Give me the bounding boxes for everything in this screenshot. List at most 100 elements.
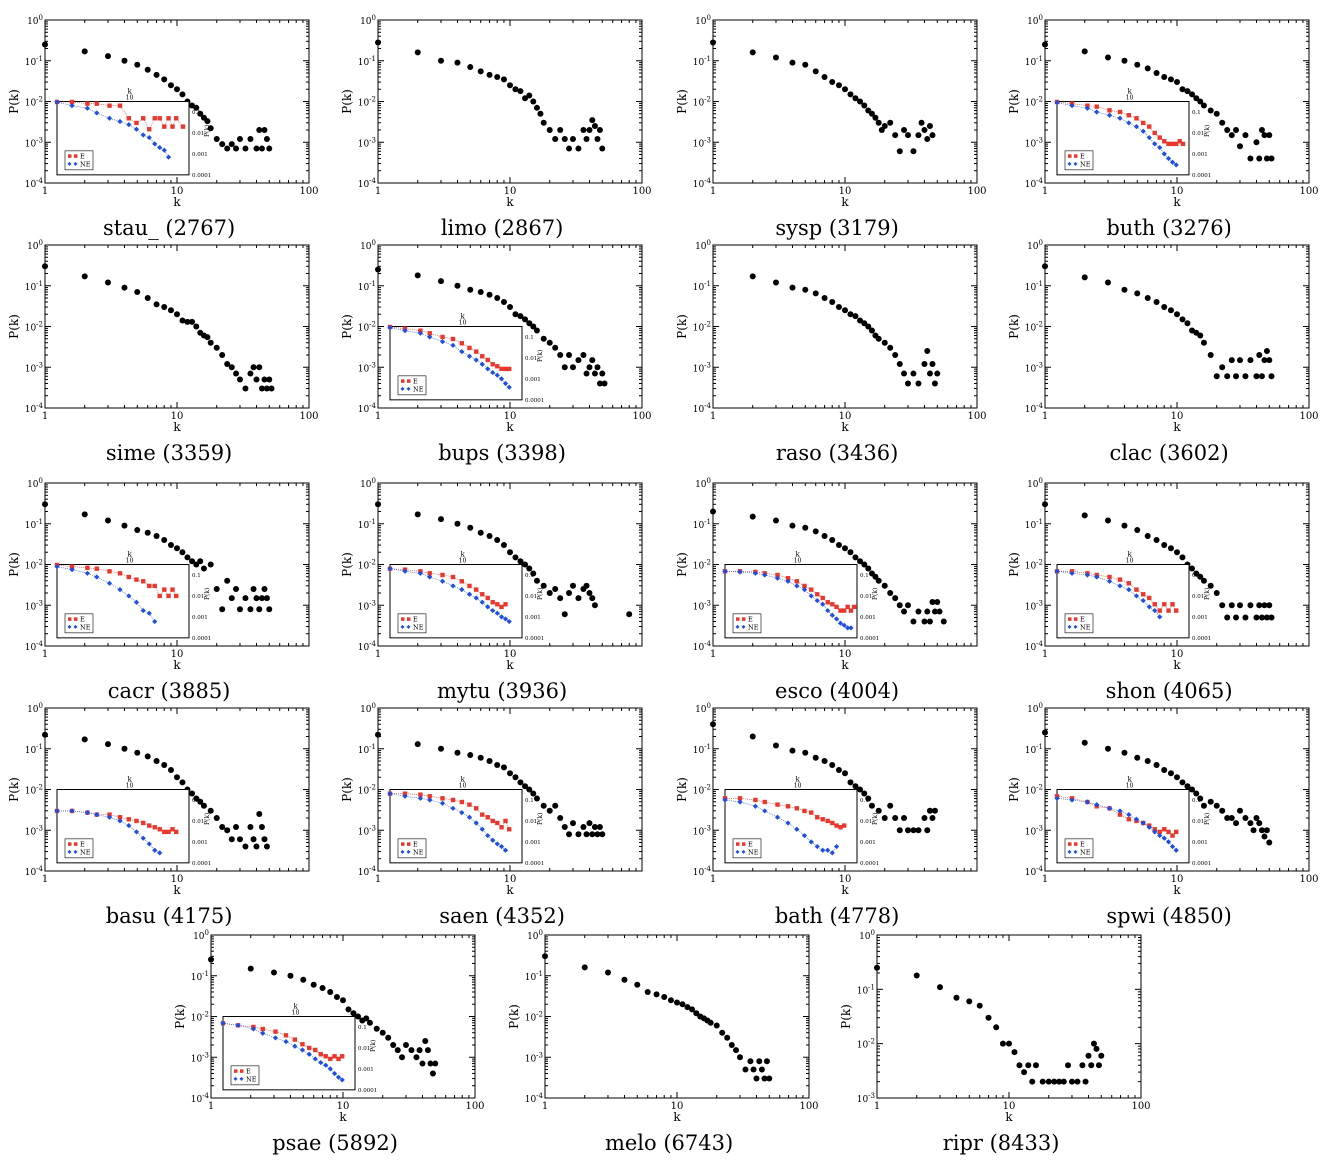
data-point [589,831,596,838]
data-point [467,64,474,71]
data-point [1193,570,1200,577]
data-point [1266,839,1273,846]
inset-ne-series-point [833,616,840,622]
inset-e-series-point [842,608,847,613]
data-point [580,126,587,133]
legend-e-label: E [413,840,418,848]
panel-caption: saen (4352) [439,904,565,928]
data-point [621,976,628,983]
data-point [1266,602,1273,609]
inset-ne-series-point [165,154,172,160]
inset-ne-series-point [1169,159,1176,165]
data-point [419,1060,426,1067]
inset-e-series-point [815,592,820,597]
data-point [821,533,828,540]
data-point [561,611,568,618]
data-point [414,511,421,518]
inset-e-series-point [1157,135,1162,140]
data-point [1134,61,1141,68]
inset-ne-series-point [485,366,491,372]
inset-e-series-point [1166,141,1171,147]
inset-panel: 10k 0.1 0.01 0.001 0.0001 P(k) ENE [54,88,211,179]
data-point [1179,779,1186,786]
inset-ne-series-point [427,574,433,580]
data-point [591,370,598,377]
legend-e-marker [1074,154,1078,158]
data-point [910,148,917,155]
data-point [42,41,48,48]
data-point [1228,357,1235,364]
chart-panel: 10-4 10-3 10-2 10-1 100 1 10 100 k P(k) stau_ (276… [7,14,319,240]
data-point [1213,802,1220,809]
inset-y-tick-label: 0.0001 [860,636,879,642]
data-point [437,745,444,752]
data-point [42,731,48,738]
inset-ne-series-point [387,791,393,797]
inset-panel: 10k 0.1 0.01 0.001 0.0001 P(k) ENE [54,551,211,642]
inset-ne-series-point [1161,835,1167,841]
inset-e-series-point [134,577,139,582]
data-point [256,811,263,818]
inset-e-series-point [450,797,456,803]
data-point [247,370,254,377]
inset-ne-series-point [722,568,728,574]
data-point [802,749,809,756]
data-point [924,827,931,834]
x-tick-label: 1 [208,1101,214,1112]
data-point [500,76,507,83]
legend-ne-label: NE [1080,160,1091,168]
panel-caption: limo (2867) [441,216,564,240]
inset-e-series-point [1085,103,1090,108]
y-tick-label: 10-2 [25,96,43,109]
data-point [161,304,168,311]
y-tick-label: 10-2 [25,321,43,334]
inset-ne-series-point [146,841,152,847]
inset-e-series-point [283,1033,289,1038]
data-point [887,589,894,596]
inset-ne-series-point [318,1059,324,1066]
data-point [522,316,529,323]
y-tick-label: 10-4 [191,1092,210,1105]
data-point [263,843,270,850]
y-tick-label: 10-2 [358,559,376,572]
inset-e-series-point [1162,827,1167,832]
inset-legend: ENE [230,1065,260,1086]
chart-panel: 10-4 10-3 10-2 10-1 100 1 10 100 k P(k) melo (6743… [507,929,819,1155]
inset-legend: ENE [64,150,94,171]
data-point [789,522,796,529]
data-point [569,364,576,371]
inset-y-tick-label: 0.01 [1192,819,1204,825]
data-point [263,385,270,392]
inset-ne-series-point [833,843,840,850]
data-point [561,136,568,143]
inset-e-series-point [174,116,179,121]
data-point [857,98,864,105]
data-point [753,1075,760,1082]
data-point [1174,79,1180,86]
x-tick-label: 1 [710,186,716,197]
data-point [530,790,537,797]
y-tick-label: 10-2 [525,1011,543,1024]
inset-ne-series-point [54,564,60,570]
inset-x-tick-label: 10 [794,783,802,790]
data-point [772,517,779,524]
inset-ne-series-point [327,1066,333,1072]
inset-y-tick-label: 0.001 [860,840,876,846]
inset-e-series-point [1126,817,1132,822]
inset-e-series-point [340,1054,345,1059]
data-point [1253,814,1260,821]
data-point [1207,582,1214,589]
data-point [486,533,493,540]
data-point [728,1041,735,1048]
inset-ne-series-point [439,800,446,806]
data-point [904,380,911,387]
inset-x-axis-label: k [460,776,465,784]
data-point [197,110,204,117]
data-point [1144,533,1151,540]
data-point [1261,602,1268,609]
legend-e-marker [1068,617,1072,621]
data-point [1224,126,1231,133]
data-point [253,376,260,383]
data-point [789,284,796,291]
data-point [161,761,168,768]
